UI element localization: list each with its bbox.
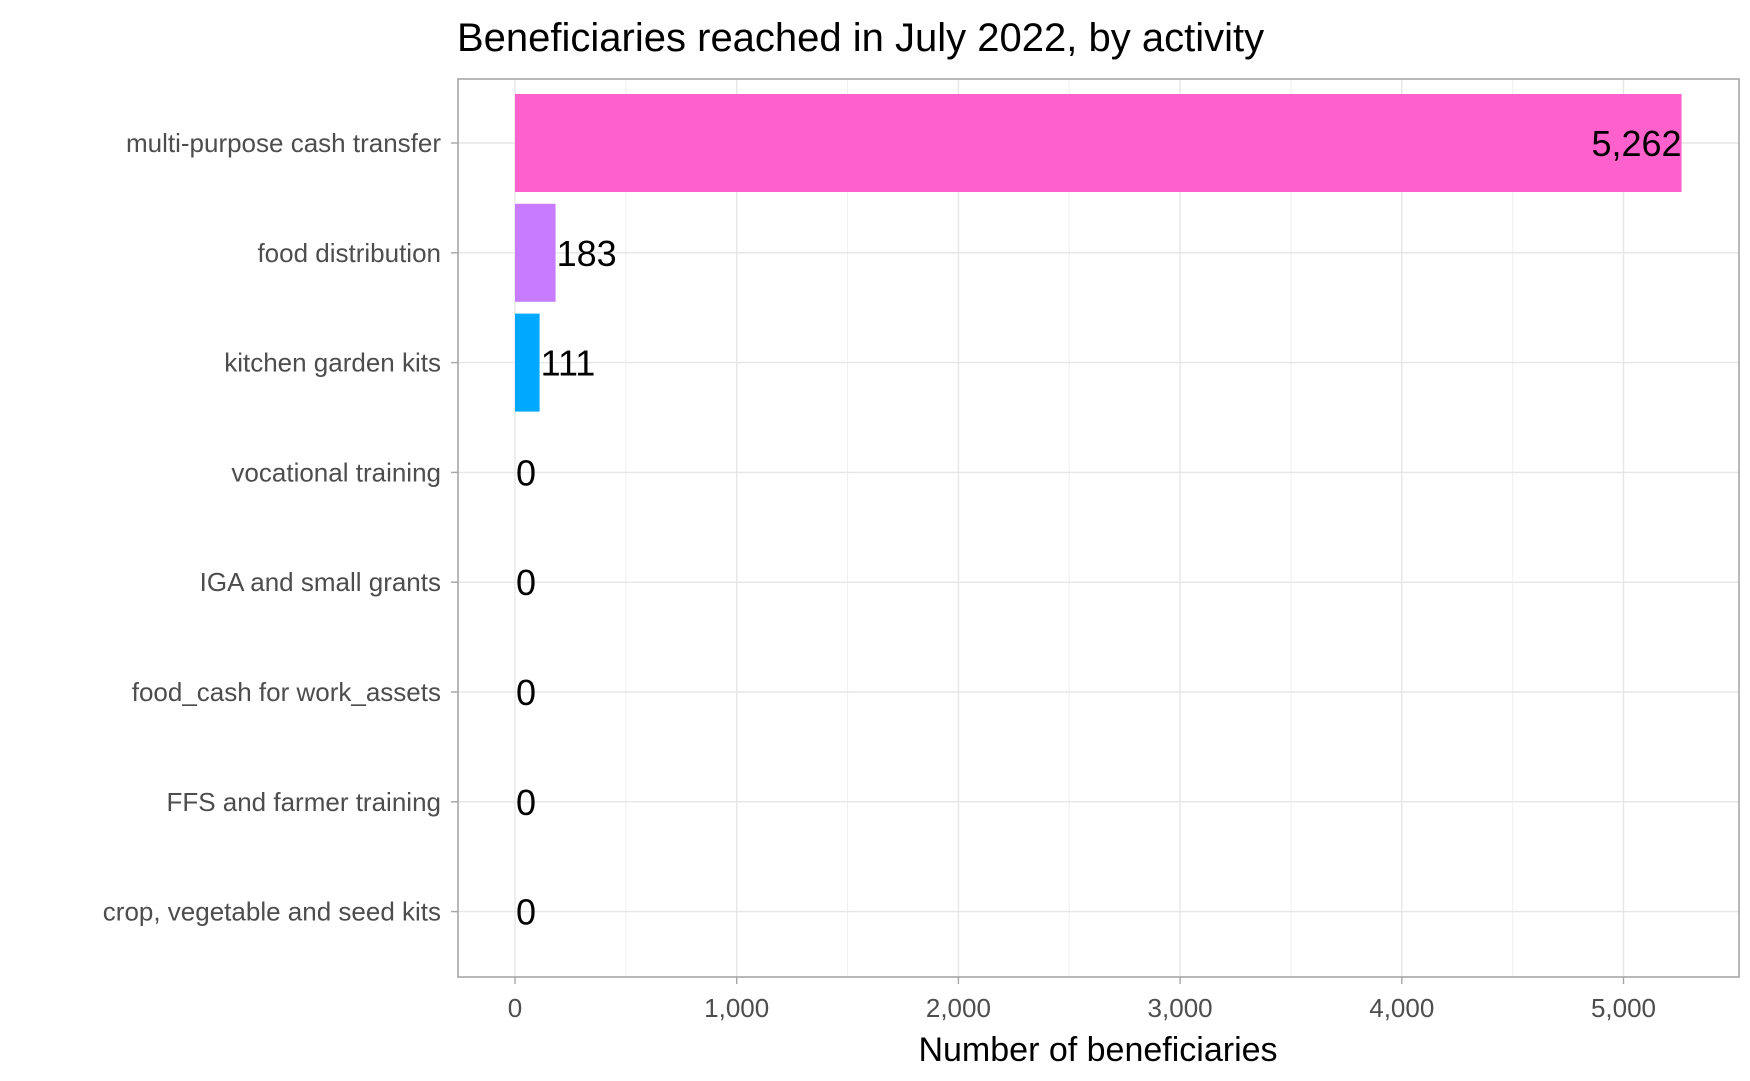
category-label: vocational training: [231, 457, 441, 487]
category-label: food distribution: [257, 238, 441, 268]
category-axis: multi-purpose cash transfer food distribu…: [103, 128, 458, 927]
data-label: 0: [516, 892, 536, 933]
x-tick-label: 3,000: [1148, 993, 1213, 1023]
bar: [515, 203, 556, 302]
data-label: 5,262: [1591, 123, 1681, 164]
plot-panel-border: [457, 78, 1740, 978]
gridlines: [458, 79, 1739, 977]
x-axis-title: Number of beneficiaries: [918, 1031, 1277, 1069]
category-label: crop, vegetable and seed kits: [103, 897, 441, 927]
x-tick-label: 0: [508, 993, 522, 1023]
data-label: 183: [557, 233, 617, 274]
data-labels: 5,262 183 111 0 0 0 0 0: [516, 123, 1682, 933]
x-tick-label: 5,000: [1591, 993, 1656, 1023]
data-label: 0: [516, 452, 536, 493]
chart-title: Beneficiaries reached in July 2022, by a…: [457, 16, 1264, 60]
data-label: 0: [516, 562, 536, 603]
data-label: 0: [516, 782, 536, 823]
x-tick-label: 4,000: [1369, 993, 1434, 1023]
category-label: FFS and farmer training: [166, 787, 441, 817]
bar: [515, 94, 1682, 192]
bars: [515, 94, 1682, 412]
bar: [515, 313, 540, 412]
x-tick-label: 1,000: [704, 993, 769, 1023]
category-label: kitchen garden kits: [224, 348, 441, 378]
category-label: food_cash for work_assets: [132, 677, 441, 707]
category-label: IGA and small grants: [200, 567, 441, 597]
category-label: multi-purpose cash transfer: [126, 128, 441, 158]
value-axis: 0 1,000 2,000 3,000 4,000 5,000: [508, 977, 1656, 1023]
data-label: 0: [516, 672, 536, 713]
data-label: 111: [541, 343, 596, 384]
x-tick-label: 2,000: [926, 993, 991, 1023]
